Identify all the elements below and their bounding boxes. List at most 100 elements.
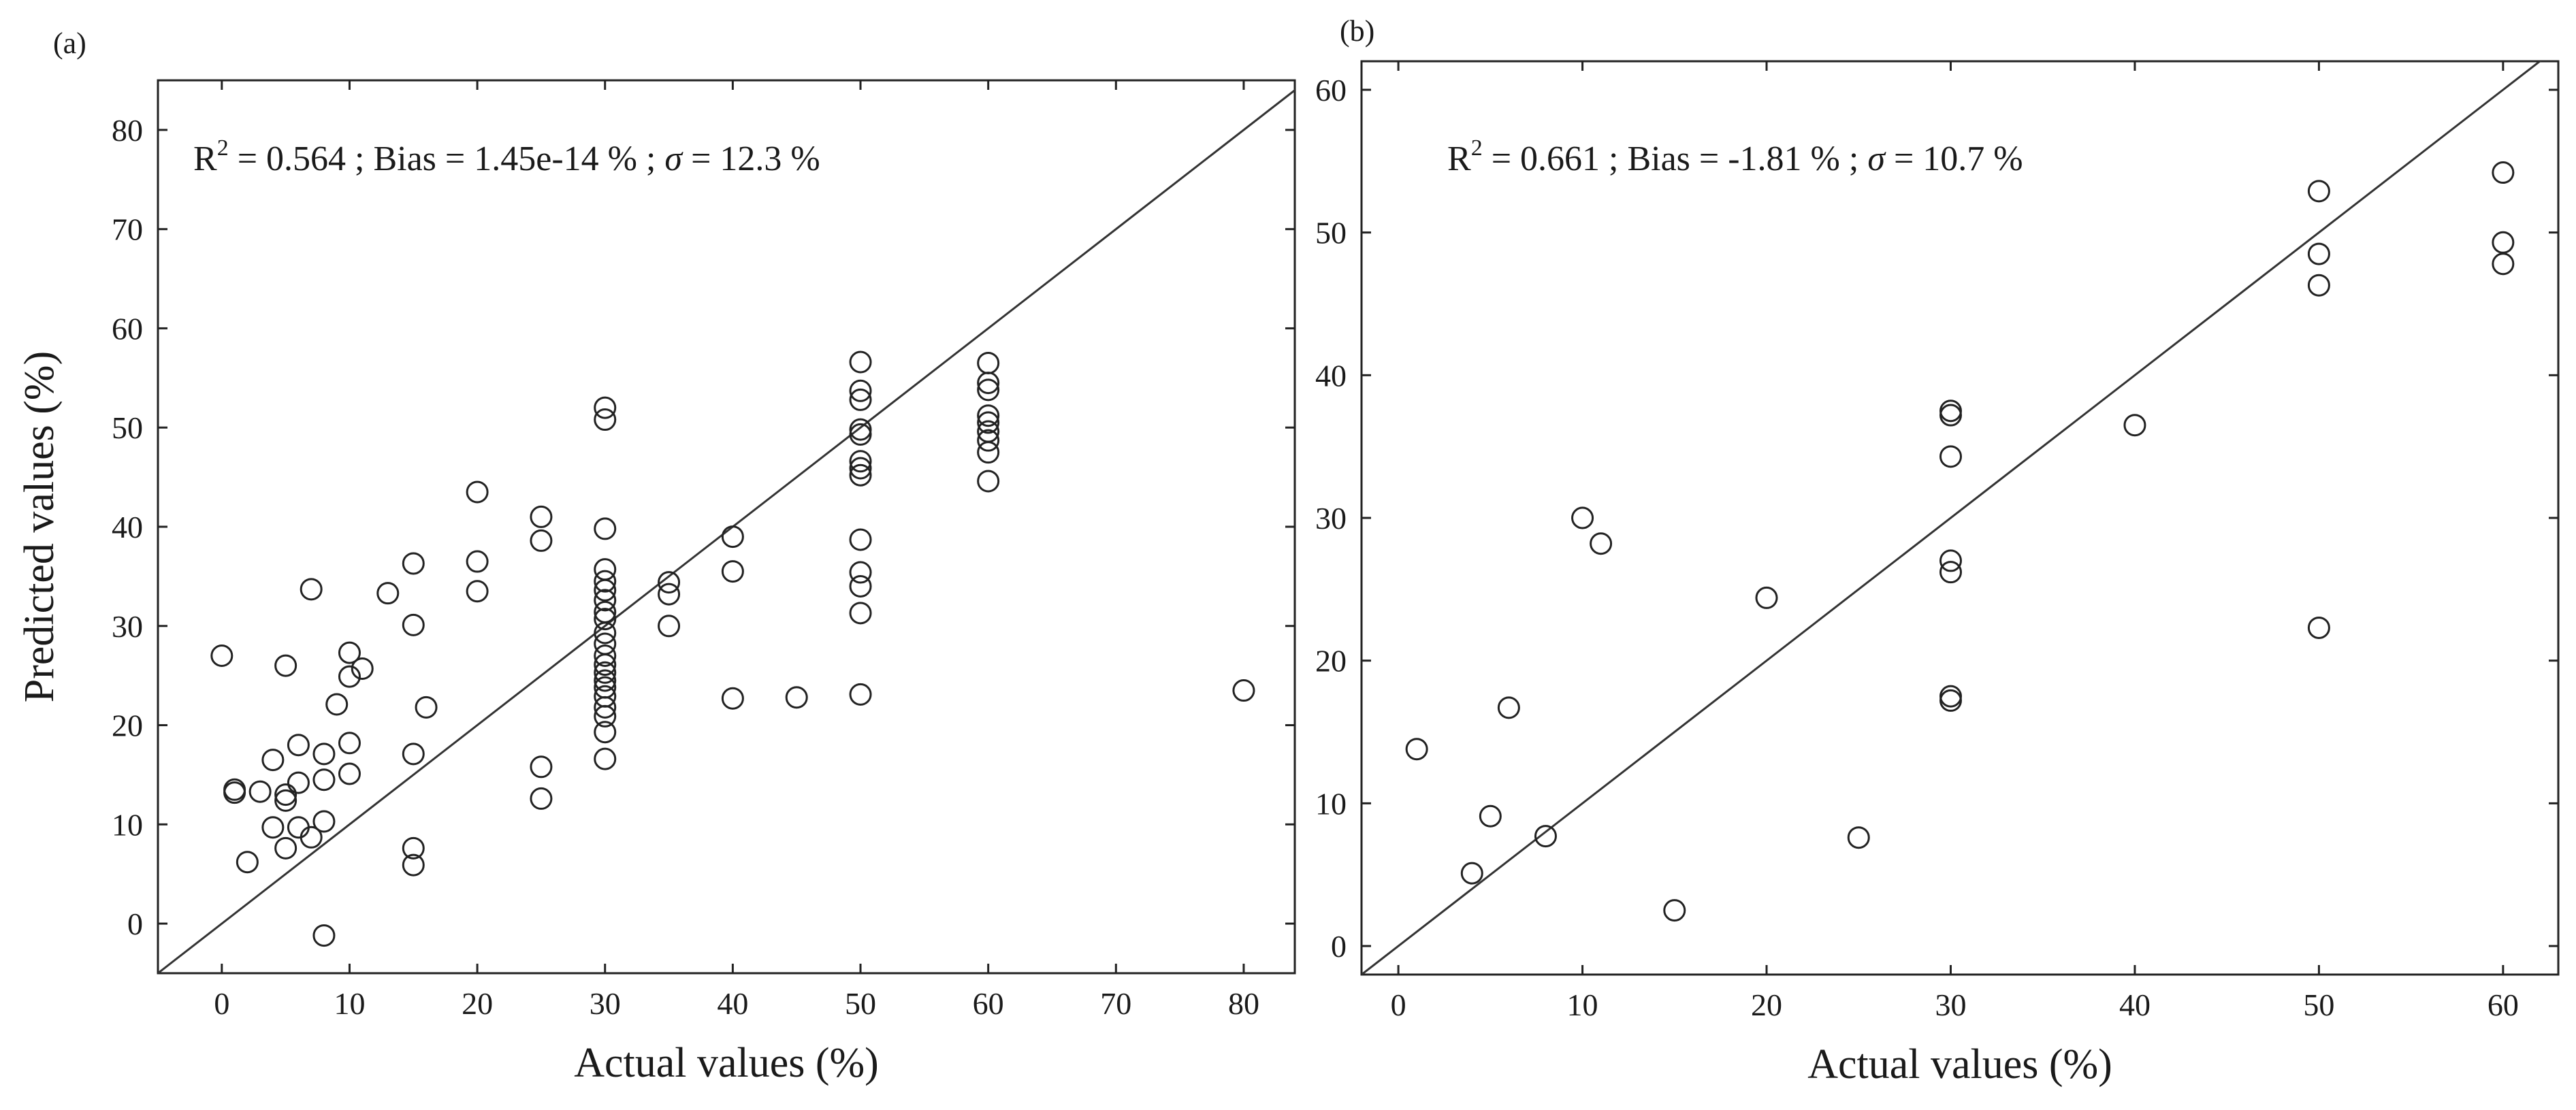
x-axis-label: Actual values (%) (574, 1040, 879, 1086)
data-point (1405, 738, 1428, 761)
data-point (300, 578, 323, 601)
x-tick-label: 30 (1935, 987, 1966, 1022)
panel-a: 0 10 20 30 40 50 60 70 80 0 10 20 30 40 50 60 70 80 (a) R2 … (16, 27, 1296, 1086)
data-point (274, 783, 297, 806)
data-point (325, 693, 349, 716)
x-tick-label: 80 (1228, 986, 1259, 1021)
data-point (223, 778, 246, 801)
data-point (530, 755, 553, 779)
stats-annotation: R2 = 0.564 ; Bias = 1.45e-14 % ; σ = 12.… (193, 135, 820, 178)
data-point (2307, 180, 2330, 203)
panel-b: 0 10 20 30 40 50 60 0 10 20 30 40 50 60 (b) R2 = 0.661 … (1315, 14, 2560, 1088)
y-tick-label: 60 (1315, 73, 1347, 108)
data-point (261, 749, 285, 772)
data-point (849, 457, 872, 480)
data-point (849, 683, 872, 706)
stats-annotation: R2 = 0.661 ; Bias = -1.81 % ; σ = 10.7 % (1447, 135, 2023, 178)
data-point (274, 836, 297, 860)
data-point (2307, 274, 2330, 297)
data-point (594, 578, 617, 602)
sigma-symbol: σ (664, 140, 683, 178)
data-point (849, 602, 872, 625)
data-point (594, 721, 617, 744)
data-point (312, 742, 336, 766)
data-point (849, 463, 872, 487)
x-tick-label: 60 (2488, 987, 2519, 1022)
data-point (977, 351, 1000, 374)
data-point (1939, 689, 1962, 712)
x-tick-label: 10 (1567, 987, 1598, 1022)
data-point (658, 583, 681, 606)
data-point (466, 580, 489, 603)
x-tick-label: 20 (462, 986, 493, 1021)
sigma-symbol: σ (1867, 140, 1886, 178)
data-point (1571, 506, 1594, 529)
data-point (977, 470, 1000, 493)
data-point (530, 529, 553, 552)
y-tick-label: 70 (112, 212, 143, 247)
x-tick-label: 0 (1391, 987, 1406, 1022)
sigma-text: = 12.3 % (682, 140, 820, 178)
y-tick-label: 50 (1315, 216, 1347, 250)
stats-text: = 0.564 ; Bias = 1.45e-14 % ; (229, 140, 665, 178)
data-point (594, 621, 617, 644)
y-tick-label: 20 (1315, 644, 1347, 679)
data-point (2307, 242, 2330, 265)
data-point (785, 686, 808, 709)
data-point (594, 669, 617, 692)
data-point (248, 780, 272, 803)
data-point (977, 420, 1000, 443)
data-point (402, 613, 425, 636)
data-point (594, 408, 617, 431)
data-point (594, 396, 617, 419)
x-tick-label: 50 (2303, 987, 2334, 1022)
y-tick-label: 30 (112, 609, 143, 644)
data-point (338, 665, 361, 688)
data-point (977, 378, 1000, 402)
y-tick-label: 30 (1315, 501, 1347, 536)
data-point (594, 517, 617, 540)
r2-exponent: 2 (217, 135, 229, 161)
sigma-text: = 10.7 % (1885, 140, 2023, 178)
data-point (1847, 826, 1870, 849)
data-point (977, 404, 1000, 427)
data-point (849, 379, 872, 402)
data-point (338, 762, 361, 785)
y-axis-label: Predicted values (%) (16, 351, 63, 702)
data-point (530, 787, 553, 810)
data-point (287, 771, 310, 794)
data-point (287, 734, 310, 757)
data-point (287, 816, 310, 839)
data-point (2492, 231, 2515, 254)
data-point (415, 696, 438, 719)
data-point (338, 732, 361, 755)
x-tick-label: 10 (334, 986, 365, 1021)
data-point (594, 644, 617, 668)
identity-line (1362, 61, 2542, 975)
data-point (849, 350, 872, 374)
data-point (261, 816, 285, 839)
data-point (594, 747, 617, 770)
data-point (658, 571, 681, 594)
r2-exponent: 2 (1471, 135, 1483, 161)
plot-frame (1360, 60, 2560, 976)
data-point (849, 423, 872, 446)
data-point (1460, 862, 1483, 885)
x-tick-label: 40 (2119, 987, 2151, 1022)
data-point (2492, 161, 2515, 184)
y-tick-label: 40 (112, 510, 143, 544)
data-point (1939, 445, 1962, 468)
data-point (1939, 404, 1962, 427)
data-point (466, 550, 489, 573)
data-point (530, 505, 553, 528)
y-tick-label: 20 (112, 708, 143, 743)
x-tick-label: 50 (845, 986, 876, 1021)
data-point (849, 561, 872, 584)
data-point (594, 704, 617, 728)
data-point (402, 836, 425, 860)
data-point (721, 560, 744, 583)
data-point (977, 429, 1000, 452)
plot-frame (157, 79, 1296, 975)
data-point (977, 372, 1000, 395)
